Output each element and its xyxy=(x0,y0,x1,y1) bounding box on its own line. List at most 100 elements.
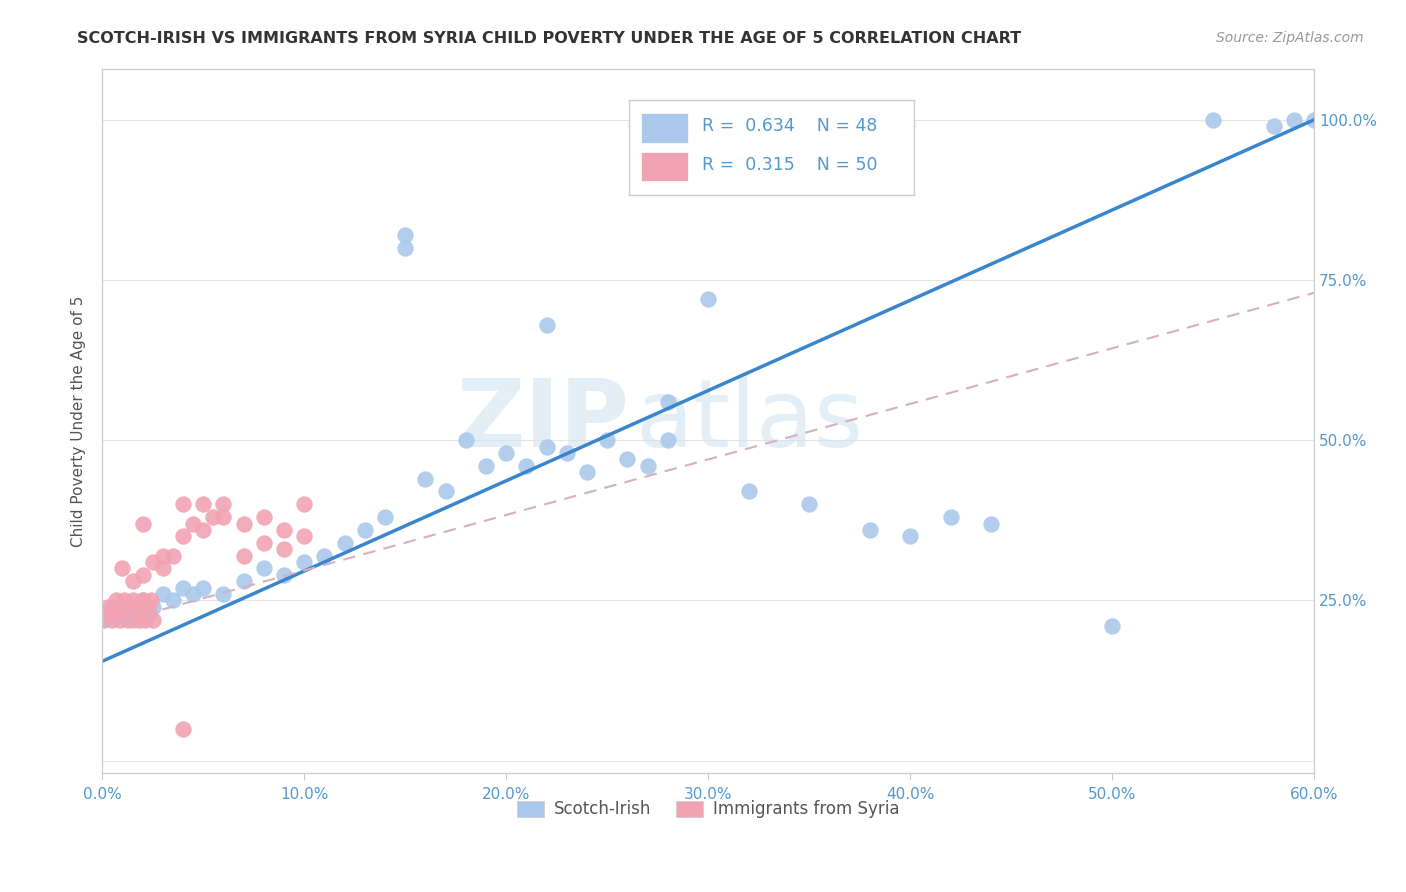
Point xyxy=(333,535,356,549)
Point xyxy=(415,472,437,486)
Point xyxy=(253,561,276,575)
Point xyxy=(120,599,142,614)
Point xyxy=(273,542,295,557)
FancyBboxPatch shape xyxy=(641,152,688,181)
Point xyxy=(555,446,578,460)
Legend: Scotch-Irish, Immigrants from Syria: Scotch-Irish, Immigrants from Syria xyxy=(510,794,905,825)
Point xyxy=(980,516,1002,531)
Point xyxy=(292,555,315,569)
Point xyxy=(212,587,235,601)
Point xyxy=(142,599,165,614)
Point xyxy=(162,549,184,563)
Point xyxy=(737,484,759,499)
Point xyxy=(103,599,125,614)
Point xyxy=(152,587,174,601)
Point xyxy=(314,549,336,563)
Point xyxy=(212,497,235,511)
Point xyxy=(107,606,129,620)
Point xyxy=(135,599,157,614)
Point xyxy=(131,567,153,582)
Point xyxy=(292,497,315,511)
Point xyxy=(172,722,194,736)
Point xyxy=(212,510,235,524)
Point xyxy=(142,555,165,569)
Point xyxy=(1303,112,1326,127)
Point xyxy=(131,516,153,531)
Point xyxy=(111,599,134,614)
Point xyxy=(253,510,276,524)
Text: R =  0.315    N = 50: R = 0.315 N = 50 xyxy=(702,156,877,174)
Point xyxy=(139,593,162,607)
Point xyxy=(111,599,134,614)
Point xyxy=(454,433,477,447)
Point xyxy=(939,510,962,524)
Point xyxy=(898,529,921,543)
Point xyxy=(253,535,276,549)
Point xyxy=(1101,619,1123,633)
Point xyxy=(111,561,134,575)
Point xyxy=(97,599,120,614)
Point xyxy=(110,613,132,627)
Point xyxy=(1282,112,1305,127)
Point xyxy=(121,574,143,589)
Point xyxy=(202,510,225,524)
Point xyxy=(131,593,153,607)
Point xyxy=(115,606,138,620)
Point xyxy=(112,593,135,607)
Y-axis label: Child Poverty Under the Age of 5: Child Poverty Under the Age of 5 xyxy=(72,295,86,547)
Point xyxy=(129,606,152,620)
Text: atlas: atlas xyxy=(636,375,863,467)
Point xyxy=(172,529,194,543)
Point xyxy=(575,465,598,479)
Point xyxy=(131,593,153,607)
Point xyxy=(181,516,204,531)
Point xyxy=(232,574,254,589)
Point xyxy=(172,497,194,511)
Text: SCOTCH-IRISH VS IMMIGRANTS FROM SYRIA CHILD POVERTY UNDER THE AGE OF 5 CORRELATI: SCOTCH-IRISH VS IMMIGRANTS FROM SYRIA CH… xyxy=(77,31,1021,46)
Point xyxy=(374,510,396,524)
Point xyxy=(117,613,139,627)
Point xyxy=(134,613,156,627)
Point xyxy=(475,458,498,473)
Point xyxy=(193,497,215,511)
Point xyxy=(181,587,204,601)
Point xyxy=(96,606,118,620)
Point xyxy=(657,394,679,409)
Point xyxy=(121,613,143,627)
Point xyxy=(93,613,115,627)
Text: Source: ZipAtlas.com: Source: ZipAtlas.com xyxy=(1216,31,1364,45)
Point xyxy=(495,446,517,460)
Point xyxy=(273,567,295,582)
Point xyxy=(152,561,174,575)
Point xyxy=(536,318,558,332)
Point xyxy=(353,523,375,537)
Point xyxy=(121,593,143,607)
Point xyxy=(125,599,148,614)
Point xyxy=(105,593,128,607)
Point xyxy=(859,523,882,537)
Point xyxy=(596,433,619,447)
Point xyxy=(193,581,215,595)
Point xyxy=(152,549,174,563)
Point xyxy=(193,523,215,537)
FancyBboxPatch shape xyxy=(641,113,688,143)
Point xyxy=(515,458,537,473)
Point xyxy=(142,613,165,627)
FancyBboxPatch shape xyxy=(630,100,914,195)
Point xyxy=(394,228,416,243)
Point xyxy=(98,606,121,620)
Point xyxy=(172,581,194,595)
Point xyxy=(232,516,254,531)
Point xyxy=(273,523,295,537)
Point xyxy=(616,452,638,467)
Point xyxy=(1263,119,1285,133)
Point xyxy=(797,497,820,511)
Point xyxy=(101,606,124,620)
Point xyxy=(292,529,315,543)
Text: ZIP: ZIP xyxy=(457,375,630,467)
Point xyxy=(138,606,160,620)
Point xyxy=(101,613,124,627)
Point xyxy=(1202,112,1225,127)
Point xyxy=(162,593,184,607)
Point xyxy=(394,241,416,255)
